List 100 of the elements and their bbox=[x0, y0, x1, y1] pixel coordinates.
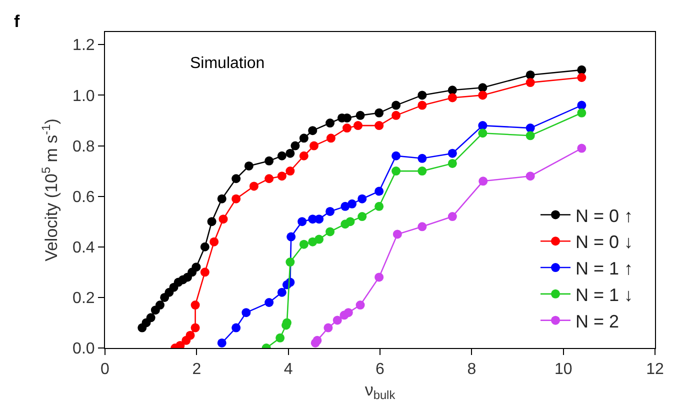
point bbox=[577, 65, 586, 74]
point bbox=[392, 151, 401, 160]
point bbox=[314, 234, 324, 244]
point bbox=[192, 262, 201, 272]
point bbox=[249, 182, 258, 191]
point bbox=[392, 100, 401, 110]
point bbox=[448, 148, 457, 158]
point bbox=[299, 240, 308, 249]
legend-label: N = 1 ↑ bbox=[576, 258, 634, 279]
point bbox=[299, 151, 308, 160]
legend-label: N = 0 ↓ bbox=[576, 232, 634, 252]
point bbox=[577, 144, 586, 153]
y-tick-label: 1.0 bbox=[72, 88, 95, 105]
point bbox=[478, 90, 488, 100]
point bbox=[286, 232, 296, 242]
point bbox=[310, 141, 318, 150]
point bbox=[207, 217, 216, 226]
point bbox=[344, 308, 353, 318]
point bbox=[277, 151, 286, 160]
point bbox=[392, 230, 402, 239]
point bbox=[392, 166, 401, 176]
y-tick-label: 0.2 bbox=[72, 290, 95, 308]
point bbox=[277, 172, 286, 181]
point bbox=[478, 83, 488, 92]
point bbox=[374, 186, 384, 196]
point bbox=[146, 313, 156, 322]
point bbox=[326, 118, 335, 128]
point bbox=[232, 323, 241, 332]
text: f bbox=[14, 12, 20, 31]
point bbox=[418, 166, 427, 176]
legend-label: N = 2 bbox=[576, 311, 620, 332]
point bbox=[299, 134, 308, 143]
point bbox=[358, 194, 367, 204]
x-axis-title: ν$_{bulk}$ bbox=[364, 380, 396, 402]
point bbox=[190, 300, 200, 310]
point bbox=[232, 174, 241, 184]
point bbox=[342, 124, 352, 133]
x-tick-label: 10 bbox=[554, 361, 572, 378]
point bbox=[298, 217, 307, 226]
point bbox=[358, 212, 367, 222]
point bbox=[577, 108, 586, 118]
legend-label: N = 0 ↑ bbox=[576, 206, 634, 226]
point bbox=[176, 340, 185, 348]
annotation: Simulation bbox=[190, 55, 265, 72]
point bbox=[374, 121, 384, 130]
x-tick-label: 4 bbox=[284, 361, 293, 378]
y-tick-label: 0.8 bbox=[72, 138, 95, 156]
point bbox=[312, 336, 322, 345]
point bbox=[218, 214, 228, 224]
point bbox=[374, 272, 384, 282]
y-tick-label: 0.6 bbox=[72, 188, 95, 206]
point bbox=[286, 166, 295, 176]
point bbox=[448, 93, 457, 102]
point bbox=[190, 323, 200, 332]
point bbox=[418, 100, 427, 110]
x-tick-label: 0 bbox=[100, 361, 110, 378]
point bbox=[478, 176, 488, 186]
point bbox=[526, 78, 535, 88]
point bbox=[290, 141, 300, 150]
point bbox=[448, 212, 457, 222]
point bbox=[217, 338, 226, 348]
point bbox=[186, 330, 195, 340]
point bbox=[308, 126, 318, 136]
point bbox=[526, 131, 535, 140]
point bbox=[242, 308, 251, 318]
point bbox=[326, 134, 336, 143]
point bbox=[276, 333, 285, 342]
point bbox=[332, 316, 342, 325]
point bbox=[286, 148, 295, 158]
point bbox=[200, 268, 210, 277]
point bbox=[314, 214, 324, 224]
point bbox=[448, 86, 457, 95]
point bbox=[244, 161, 254, 170]
y-tick-label: 1.2 bbox=[72, 37, 95, 54]
point bbox=[478, 121, 488, 130]
point bbox=[232, 194, 241, 204]
point bbox=[346, 217, 355, 226]
point bbox=[326, 227, 335, 236]
x-tick-label: 6 bbox=[376, 361, 385, 378]
point bbox=[374, 108, 384, 118]
point bbox=[418, 154, 427, 163]
point bbox=[340, 202, 350, 211]
point bbox=[418, 90, 427, 100]
y-tick-label: 0.4 bbox=[72, 239, 95, 256]
point bbox=[277, 288, 286, 297]
y-tick-label: 0.0 bbox=[72, 340, 95, 358]
point bbox=[526, 172, 535, 181]
point bbox=[478, 128, 488, 138]
x-tick-label: 12 bbox=[646, 361, 664, 378]
point bbox=[210, 237, 219, 246]
legend-label: N = 1 ↓ bbox=[576, 284, 634, 305]
point bbox=[348, 199, 357, 208]
point bbox=[374, 202, 384, 211]
point bbox=[418, 222, 427, 232]
x-tick-label: 8 bbox=[467, 361, 476, 378]
point bbox=[577, 100, 586, 110]
point bbox=[156, 300, 164, 310]
point bbox=[356, 300, 365, 310]
point bbox=[526, 70, 535, 80]
point bbox=[326, 206, 335, 216]
